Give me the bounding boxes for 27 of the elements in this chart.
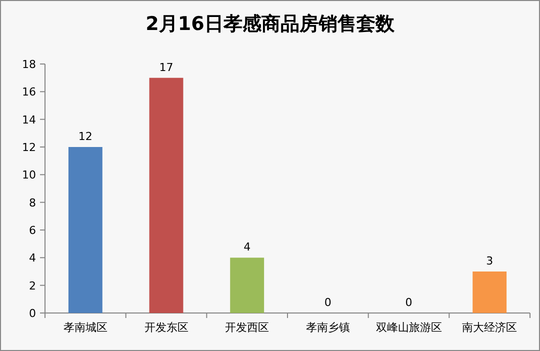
y-tick-label: 18	[22, 58, 36, 71]
y-tick-label: 4	[29, 252, 36, 265]
y-tick-label: 8	[29, 196, 36, 210]
y-tick-label: 2	[29, 279, 36, 292]
x-tick-label: 南大经济区	[462, 321, 518, 334]
x-tick-label: 双峰山旅游区	[376, 321, 442, 334]
title: 2月16日孝感商品房销售套数	[146, 13, 394, 35]
y-tick-label: 6	[29, 224, 36, 237]
bar	[472, 272, 507, 313]
y-tick-label: 14	[22, 113, 36, 126]
data-label: 4	[244, 240, 251, 254]
x-tick-label: 孝南城区	[63, 321, 108, 334]
y-tick-label: 10	[22, 168, 36, 182]
y-tick-label: 16	[22, 86, 36, 99]
x-tick-label: 孝南乡镇	[306, 321, 350, 334]
y-tick-label: 12	[22, 141, 36, 154]
data-label: 0	[324, 296, 332, 309]
data-label: 17	[159, 60, 174, 74]
x-tick-label: 开发东区	[144, 321, 188, 334]
data-label: 3	[486, 254, 494, 268]
x-tick-label: 开发西区	[225, 321, 270, 334]
data-label: 0	[405, 296, 412, 309]
bar	[230, 258, 264, 313]
bar	[68, 147, 102, 313]
y-tick-label: 0	[29, 307, 36, 320]
bar	[149, 78, 184, 313]
data-label: 12	[78, 130, 92, 143]
